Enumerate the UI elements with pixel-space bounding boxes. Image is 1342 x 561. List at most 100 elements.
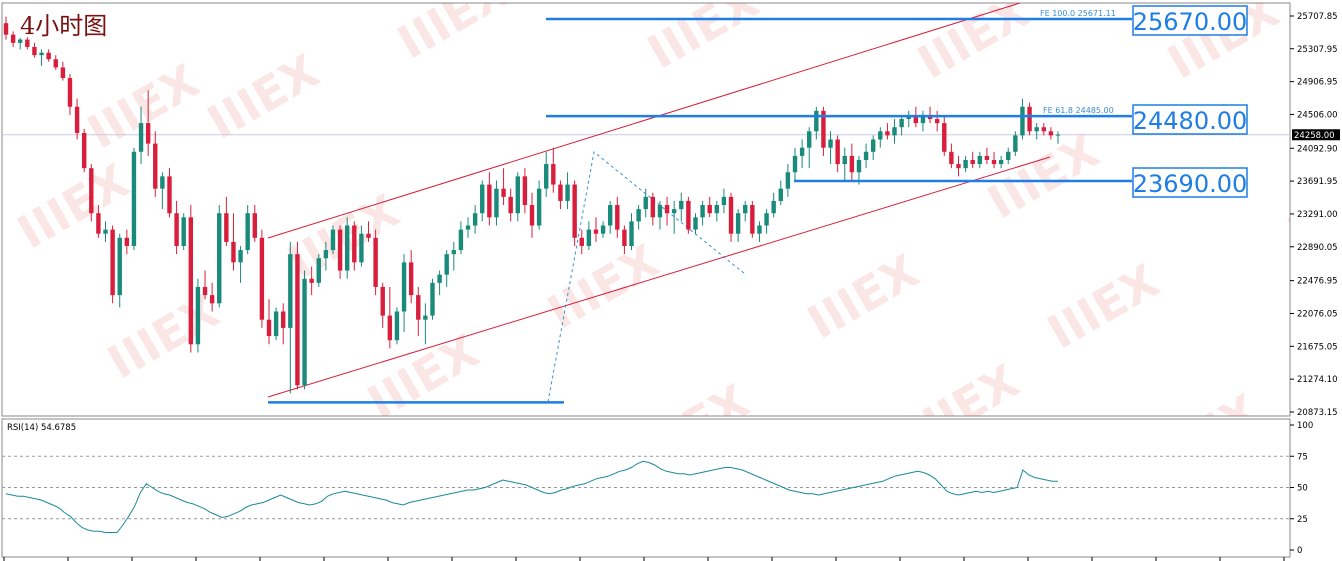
price-axis: 25707.85 25307.95 24906.95 24506.00 24092.90…	[1290, 12, 1338, 418]
candle	[444, 250, 449, 287]
candle	[778, 180, 783, 206]
candle	[700, 200, 705, 226]
price-box-1: 25670.00	[1132, 5, 1248, 36]
candle	[522, 168, 528, 214]
candles-group	[3, 16, 1061, 394]
candle	[145, 90, 151, 156]
candle	[878, 127, 883, 148]
candle	[607, 200, 613, 234]
candle	[735, 209, 741, 242]
candle	[259, 229, 265, 328]
rsi-tick-label: 0	[1297, 546, 1302, 556]
candle	[344, 217, 350, 279]
candle	[53, 55, 58, 70]
candle	[1006, 147, 1011, 165]
candle	[764, 209, 769, 234]
candle	[224, 196, 229, 246]
candle	[81, 128, 87, 173]
candle	[508, 188, 513, 222]
candle	[167, 168, 172, 218]
candle	[529, 192, 535, 238]
candle	[650, 192, 656, 226]
candle	[295, 241, 300, 390]
candle	[679, 192, 684, 222]
candle	[359, 225, 364, 267]
channel-upper-line	[267, 3, 1021, 239]
candle	[124, 229, 130, 255]
price-tick-label: 21675.05	[1297, 342, 1338, 352]
candle	[39, 49, 44, 66]
candle	[814, 106, 819, 140]
candle	[849, 143, 855, 181]
svg-text:24480.00: 24480.00	[1133, 107, 1248, 135]
price-box-3: 23690.00	[1132, 167, 1248, 198]
candle	[103, 221, 108, 242]
candle	[501, 168, 506, 206]
candle	[757, 221, 762, 242]
candle	[10, 31, 16, 47]
candle	[46, 49, 51, 62]
candle	[544, 151, 549, 197]
candle	[96, 205, 101, 238]
rsi-tick-label: 50	[1297, 484, 1308, 494]
price-tick-label: 25307.95	[1297, 45, 1338, 55]
candle	[828, 131, 833, 165]
candle	[771, 192, 776, 218]
candle	[892, 119, 897, 144]
candle	[863, 143, 869, 169]
price-tick-label: 21274.10	[1297, 375, 1338, 385]
price-tick-label: 22890.05	[1297, 243, 1338, 253]
price-tick-label: 20873.15	[1297, 408, 1338, 418]
svg-text:25670.00: 25670.00	[1133, 8, 1248, 36]
candle	[600, 221, 606, 238]
price-tick-label: 22476.95	[1297, 277, 1338, 287]
price-tick-label: 23291.00	[1297, 210, 1338, 220]
candle	[3, 16, 9, 40]
candle	[693, 213, 698, 234]
candle	[977, 151, 983, 169]
candle	[273, 307, 279, 341]
candle	[131, 147, 137, 251]
candle	[934, 110, 940, 132]
candle	[74, 98, 80, 140]
candle	[1027, 102, 1032, 136]
candle	[394, 307, 400, 345]
candle	[536, 180, 542, 230]
candle	[480, 180, 485, 222]
rsi-grid	[2, 455, 1290, 520]
candle	[956, 155, 961, 177]
candle	[586, 221, 592, 251]
candle	[579, 229, 584, 255]
price-tick-label: 24506.00	[1297, 110, 1338, 120]
candle	[373, 229, 378, 296]
candle	[302, 270, 307, 390]
candle	[942, 114, 947, 156]
price-tick-label: 23691.95	[1297, 177, 1338, 187]
candle	[494, 180, 499, 226]
price-box-2: 24480.00	[1132, 104, 1248, 135]
candle	[202, 270, 208, 300]
candle	[622, 225, 627, 255]
rsi-axis: 100 75 50 25 0	[1290, 421, 1313, 556]
fib-618-label: FE 61.8 24485.00	[1043, 106, 1114, 115]
candle	[430, 278, 435, 320]
candle	[245, 205, 250, 255]
candle	[842, 147, 847, 181]
candle	[337, 225, 343, 279]
candle	[437, 270, 442, 296]
candle	[174, 200, 179, 255]
candle	[991, 151, 997, 169]
candle	[465, 217, 471, 238]
candle	[89, 164, 94, 222]
candle	[885, 123, 890, 140]
candle	[195, 278, 201, 353]
candle	[281, 303, 286, 345]
candle	[110, 225, 115, 304]
candle	[664, 196, 670, 226]
candle	[487, 172, 492, 226]
candle	[750, 200, 755, 238]
candle	[387, 286, 393, 349]
current-price-tag: 24258.00	[1292, 129, 1340, 141]
time-axis	[3, 557, 1285, 561]
candle	[408, 250, 414, 304]
